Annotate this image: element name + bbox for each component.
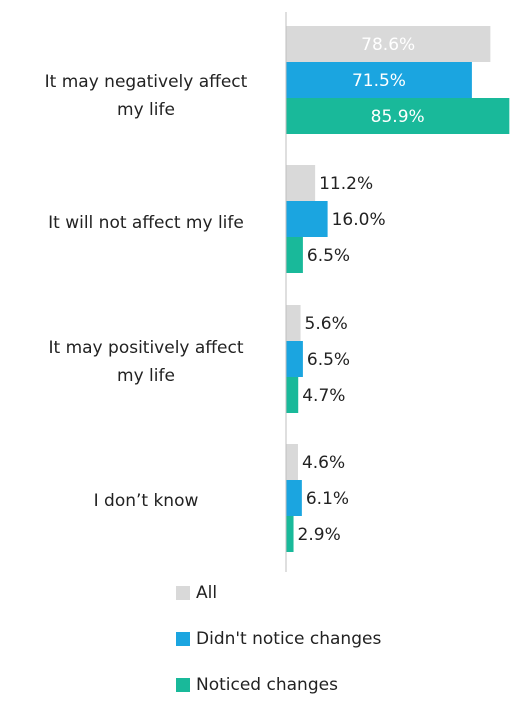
data-label-3-2: 6.5% (307, 350, 350, 370)
data-label-3-1: 5.6% (305, 314, 348, 334)
data-label-3-3: 4.7% (302, 386, 345, 406)
data-label-4-2: 6.1% (306, 489, 349, 509)
bar-1-1 (286, 26, 491, 62)
bar-4-2 (286, 480, 302, 516)
category-label-2-line-1: It will not affect my life (48, 213, 244, 233)
category-label-1-line-1: It may negatively affect (45, 72, 248, 92)
bar-1-3 (286, 98, 510, 134)
legend: All Didn't notice changes Noticed change… (176, 582, 381, 720)
data-label-2-2: 16.0% (332, 210, 386, 230)
category-label-4-line-1: I don’t know (94, 491, 199, 511)
data-label-4-3: 2.9% (298, 525, 341, 545)
legend-label-didnt-notice: Didn't notice changes (196, 629, 382, 649)
bar-3-1 (286, 305, 301, 341)
legend-swatch-didnt-notice (176, 632, 190, 646)
data-label-1-1: 78.6% (361, 35, 415, 55)
data-label-2-1: 11.2% (319, 174, 373, 194)
category-label-3-line-1: It may positively affect (49, 338, 244, 358)
bar-chart: 78.6% 71.5% 85.9% It may negatively affect m… (45, 12, 510, 572)
legend-item-all: All (176, 582, 381, 604)
bar-2-2 (286, 201, 328, 237)
category-label-3-line-2: my life (117, 366, 175, 386)
category-label-1-line-2: my life (117, 100, 175, 120)
bar-3-3 (286, 377, 299, 413)
bar-2-3 (286, 237, 303, 273)
data-label-4-1: 4.6% (302, 453, 345, 473)
data-label-1-2: 71.5% (352, 71, 406, 91)
legend-item-noticed: Noticed changes (176, 674, 381, 696)
legend-label-all: All (196, 583, 218, 603)
bar-3-2 (286, 341, 303, 377)
data-label-1-3: 85.9% (371, 107, 425, 127)
data-label-2-3: 6.5% (307, 246, 350, 266)
bar-2-1 (286, 165, 316, 201)
bar-4-1 (286, 444, 298, 480)
bar-1-2 (286, 62, 472, 98)
legend-item-didnt-notice: Didn't notice changes (176, 628, 381, 650)
legend-swatch-noticed (176, 678, 190, 692)
legend-swatch-all (176, 586, 190, 600)
bar-4-3 (286, 516, 294, 552)
legend-label-noticed: Noticed changes (196, 675, 338, 695)
